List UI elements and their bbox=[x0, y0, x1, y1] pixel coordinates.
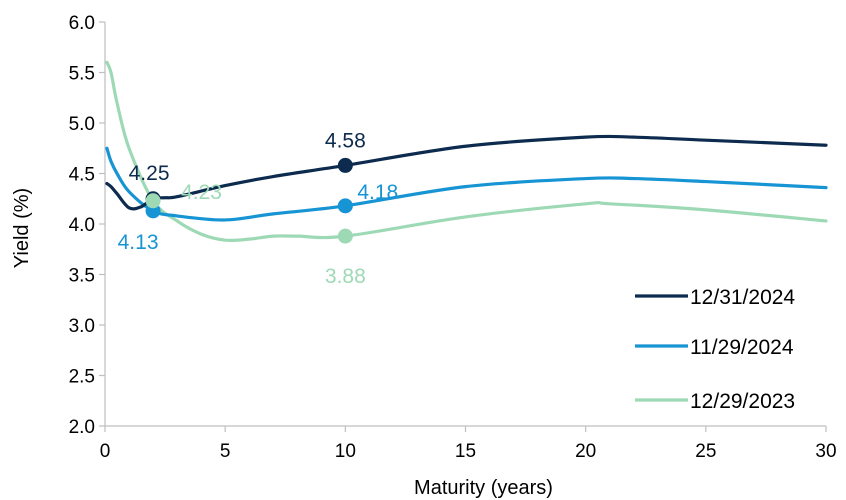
y-tick-label: 2.0 bbox=[69, 417, 95, 438]
data-label-layer: 4.25 4.58 4.13 4.18 4.23 3.88 bbox=[118, 129, 399, 288]
x-tick-label: 10 bbox=[335, 441, 356, 462]
data-point-marker bbox=[337, 157, 353, 173]
x-axis-title: Maturity (years) bbox=[414, 477, 553, 499]
x-tick-label: 15 bbox=[455, 441, 476, 462]
x-tick-label: 20 bbox=[575, 441, 596, 462]
y-tick-label: 5.5 bbox=[69, 64, 95, 85]
series-line-0 bbox=[105, 134, 828, 211]
x-tick-label: 0 bbox=[100, 441, 111, 462]
legend-label-2: 12/29/2023 bbox=[690, 390, 795, 413]
y-tick-label: 6.0 bbox=[69, 13, 95, 34]
series-line-1 bbox=[105, 146, 828, 222]
y-tick-label: 2.5 bbox=[69, 367, 95, 388]
data-label: 4.13 bbox=[118, 231, 159, 254]
x-tick-label: 25 bbox=[695, 441, 716, 462]
series-layer bbox=[105, 60, 828, 243]
y-tick-label: 5.0 bbox=[69, 114, 95, 135]
y-tick-label: 4.0 bbox=[69, 215, 95, 236]
marker-layer bbox=[145, 157, 353, 244]
y-tick-label: 3.5 bbox=[69, 266, 95, 287]
data-label: 4.18 bbox=[357, 181, 398, 204]
x-tick-label: 5 bbox=[220, 441, 231, 462]
legend-label-0: 12/31/2024 bbox=[690, 286, 795, 309]
data-label: 4.23 bbox=[181, 181, 222, 204]
legend: 12/31/2024 11/29/2024 12/29/2023 bbox=[635, 286, 795, 413]
data-label: 4.58 bbox=[325, 129, 366, 152]
x-tick-label: 30 bbox=[815, 441, 836, 462]
legend-label-1: 11/29/2024 bbox=[690, 336, 794, 359]
y-tick-label: 3.0 bbox=[69, 316, 95, 337]
y-tick-label: 4.5 bbox=[69, 165, 95, 186]
data-label: 4.25 bbox=[129, 162, 170, 185]
series-line-2 bbox=[105, 60, 828, 243]
data-point-marker bbox=[145, 193, 161, 209]
axes: 2.0 2.5 3.0 3.5 4.0 4.5 5.0 5.5 6.0 0 5 10 15 20 25 30 bbox=[69, 13, 837, 462]
data-point-marker bbox=[337, 198, 353, 214]
data-label: 3.88 bbox=[325, 265, 366, 288]
y-axis-title: Yield (%) bbox=[11, 188, 33, 268]
data-point-marker bbox=[337, 228, 353, 244]
